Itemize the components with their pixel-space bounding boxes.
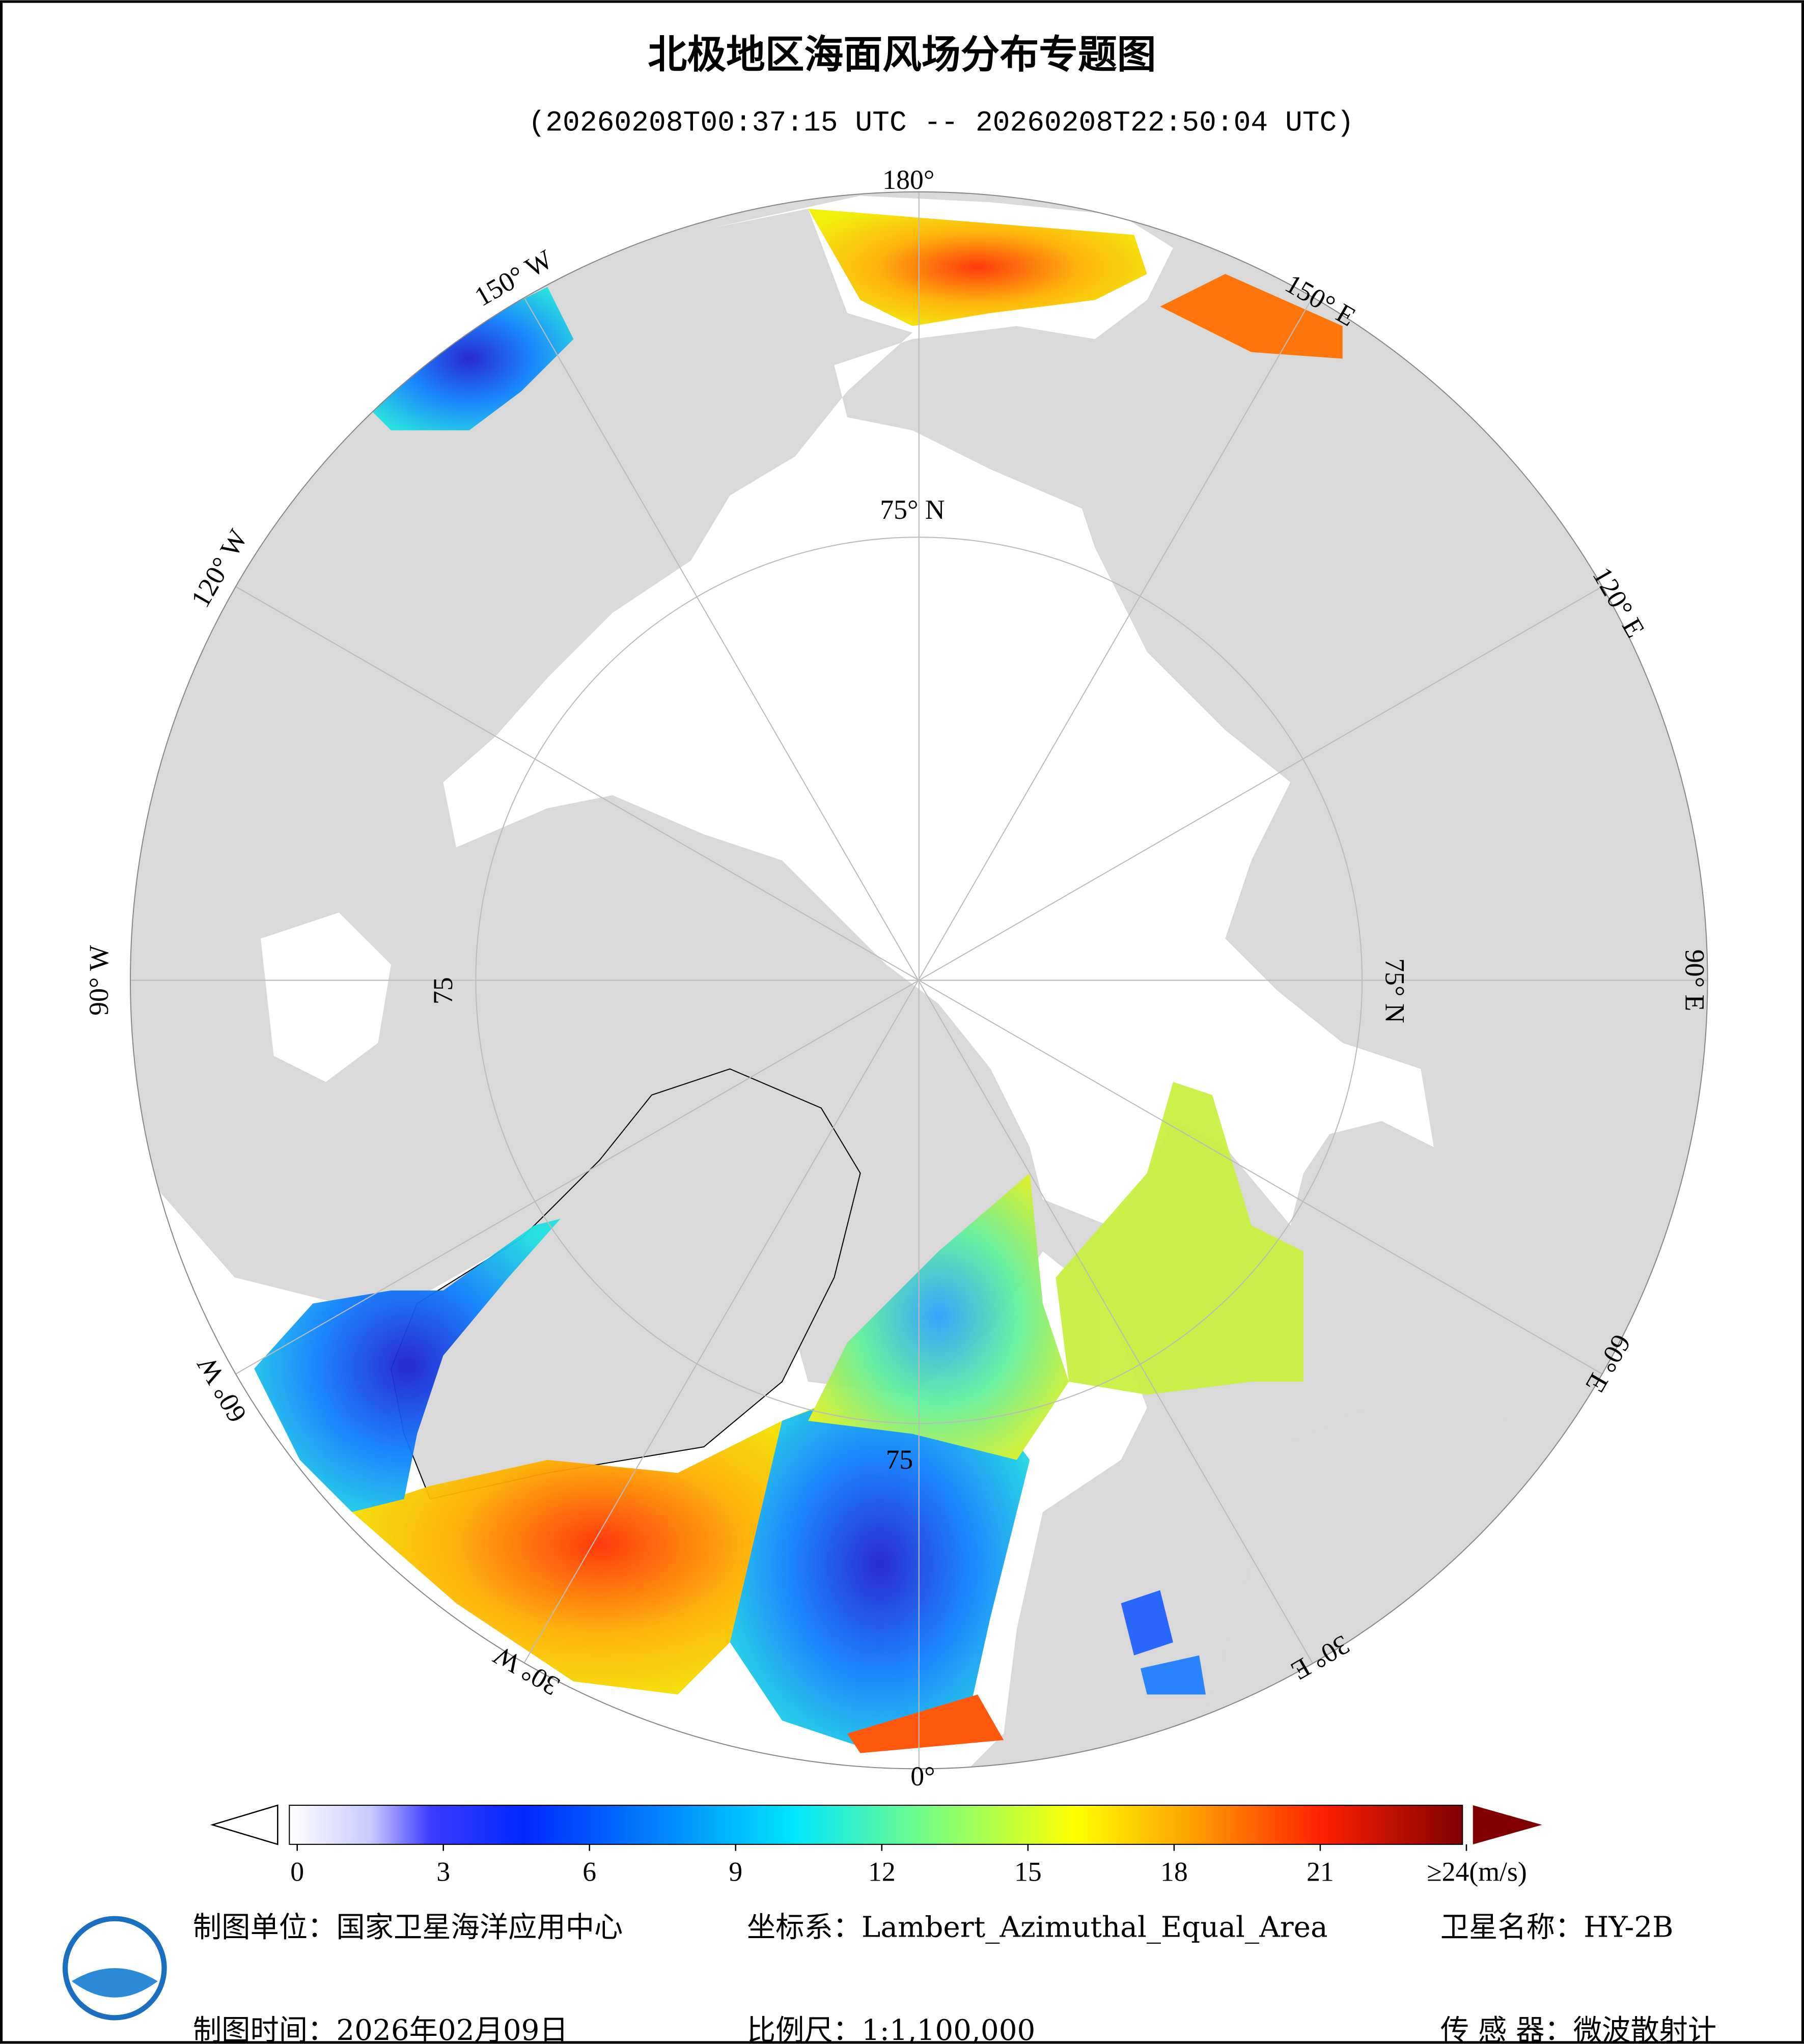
colorbar-tick-label: 6 <box>582 1857 596 1887</box>
longitude-label: 90° E <box>1680 949 1710 1012</box>
colorbar-under <box>210 1804 279 1845</box>
longitude-label: 0° <box>910 1761 935 1791</box>
colorbar <box>289 1805 1463 1845</box>
colorbar-tick-label: 3 <box>436 1857 450 1887</box>
latitude-label: 75° N <box>880 494 945 525</box>
logo-wave <box>71 1968 158 1998</box>
graticule <box>130 191 1708 1769</box>
longitude-label: 180° <box>882 164 934 195</box>
footer-sensor: 传 感 器：微波散射计 <box>1440 2014 1716 2044</box>
arctic-ocean <box>443 195 1434 1225</box>
colorbar-tick-label: 21 <box>1307 1857 1334 1887</box>
colorbar-tick-label: 0 <box>290 1857 304 1887</box>
footer-unit: 制图单位：国家卫星海洋应用中心 <box>193 1911 623 1944</box>
colorbar-tick-label: 18 <box>1160 1857 1188 1887</box>
footer-crs: 坐标系：Lambert_Azimuthal_Equal_Area <box>747 1911 1328 1944</box>
latitude-label: 75° N <box>1380 958 1410 1023</box>
wind-field <box>254 209 1343 1753</box>
colorbar-tick-label: 9 <box>729 1857 742 1887</box>
latitude-label: 75 <box>428 977 458 1004</box>
subtitle: (20260208T00:37:15 UTC -- 20260208T22:50… <box>528 106 1354 139</box>
colorbar-tick-label: 15 <box>1014 1857 1042 1887</box>
colorbar-tick-label: ≥24(m/s) <box>1427 1857 1527 1887</box>
hudson-bay <box>260 912 391 1082</box>
latitude-label: 75 <box>886 1444 913 1475</box>
footer-satellite: 卫星名称：HY-2B <box>1440 1911 1674 1944</box>
map-border <box>129 191 1708 1770</box>
colorbar-over <box>1473 1805 1542 1844</box>
greenland <box>390 1068 861 1500</box>
longitude-label: 90° W <box>84 945 114 1016</box>
title: 北极地区海面风场分布专题图 <box>648 33 1156 78</box>
footer-date: 制图时间：2026年02月09日 <box>193 2014 568 2044</box>
footer-scale: 比例尺：1:1,100,000 <box>747 2014 1036 2044</box>
colorbar-tick-label: 12 <box>868 1857 896 1887</box>
